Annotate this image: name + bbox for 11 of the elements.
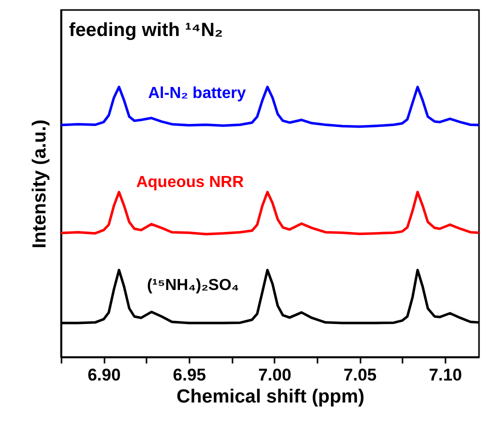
- x-tick-label: 6.90: [88, 366, 121, 384]
- series-label: Aqueous NRR: [136, 174, 244, 191]
- series-label: (¹⁵NH₄)₂SO₄: [146, 277, 240, 294]
- x-tick-label: 6.95: [172, 366, 206, 384]
- series-label: Al-N₂ battery: [148, 85, 246, 102]
- y-axis-title: Intensity (a.u.): [30, 120, 50, 248]
- x-tick-label: 7.00: [258, 366, 292, 384]
- x-tick-label: 7.10: [428, 366, 462, 384]
- x-tick-label: 7.05: [344, 366, 377, 384]
- text: feeding with ¹⁴N₂: [69, 20, 223, 41]
- x-axis-title: Chemical shift (ppm): [176, 386, 364, 408]
